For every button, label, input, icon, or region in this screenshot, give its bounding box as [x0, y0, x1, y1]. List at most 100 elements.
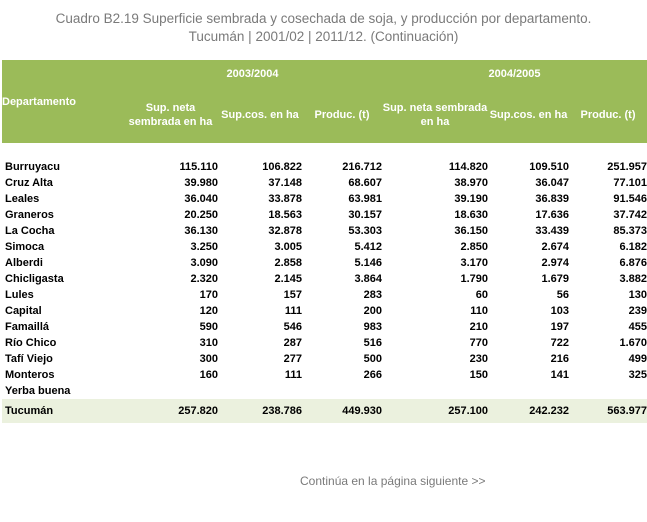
value-cell: 6.876	[619, 257, 647, 269]
value-cell: 2.145	[274, 273, 302, 285]
value-cell: 110	[470, 305, 489, 317]
value-cell: 3.090	[190, 257, 218, 269]
value-cell: 216.712	[342, 161, 383, 173]
value-cell: 251.957	[607, 161, 647, 173]
department-column-header: Departamento	[2, 95, 76, 108]
department-name: Lules	[5, 289, 34, 301]
value-cell: 200	[363, 305, 383, 317]
value-cell: 590	[199, 321, 218, 333]
value-cell: 68.607	[348, 177, 383, 189]
value-cell: 39.980	[184, 177, 218, 189]
value-cell: 1.790	[460, 273, 489, 285]
period-header-2004-2005: 2004/2005	[488, 67, 541, 80]
value-cell: 53.303	[348, 225, 383, 237]
value-cell: 85.373	[613, 225, 647, 237]
soy-production-table: Departamento 2003/2004 2004/2005 Sup. ne…	[2, 60, 647, 423]
value-cell: 230	[469, 353, 489, 365]
table-row: Alberdi 3.090 2.858 5.146 3.170 2.974 6.876	[2, 255, 647, 271]
value-cell	[382, 383, 488, 399]
value-cell: 310	[199, 337, 218, 349]
department-name: Alberdi	[5, 257, 43, 269]
value-cell: 197	[550, 321, 570, 333]
department-name: Leales	[5, 193, 40, 205]
value-cell: 91.546	[613, 193, 647, 205]
department-name: Chicligasta	[5, 273, 64, 285]
value-cell: 3.005	[274, 241, 302, 253]
value-cell: 3.882	[619, 273, 647, 285]
department-name: Tafí Viejo	[5, 353, 53, 365]
value-cell: 106.822	[262, 161, 302, 173]
value-cell: 36.047	[535, 177, 570, 189]
department-name: Yerba buena	[5, 385, 71, 397]
value-cell: 36.839	[535, 193, 570, 205]
value-cell: 36.150	[454, 225, 489, 237]
spacer-row	[2, 143, 647, 159]
table-row: Capital 120 111 200 110 103 239	[2, 303, 647, 319]
table-row: Cruz Alta 39.980 37.148 68.607 38.970 36.047 7…	[2, 175, 647, 191]
value-cell: 563.977	[569, 399, 647, 423]
value-cell: 455	[628, 321, 647, 333]
value-cell: 300	[199, 353, 218, 365]
value-cell: 17.636	[535, 209, 570, 221]
value-cell: 111	[284, 369, 302, 381]
value-cell: 722	[550, 337, 570, 349]
table-row: Tafí Viejo 300 277 500 230 216 499	[2, 351, 647, 367]
department-name: Famaillá	[5, 321, 50, 333]
value-cell: 277	[283, 353, 302, 365]
value-cell: 60	[475, 289, 489, 301]
col-header-sup-cos: Sup.cos. en ha	[489, 109, 568, 121]
col-header-sup-neta: Sup. neta sembrada en ha	[128, 102, 213, 128]
col-header-produc: Produc. (t)	[580, 109, 636, 121]
value-cell: 33.878	[268, 193, 302, 205]
value-cell: 115.110	[179, 161, 218, 173]
table-row: Yerba buena	[2, 383, 647, 399]
table-row: Leales 36.040 33.878 63.981 39.190 36.839 91.5…	[2, 191, 647, 207]
value-cell: 3.250	[190, 241, 218, 253]
value-cell: 500	[363, 353, 383, 365]
department-name: Tucumán	[2, 399, 123, 423]
value-cell: 2.858	[274, 257, 302, 269]
value-cell: 103	[550, 305, 570, 317]
value-cell: 1.670	[619, 337, 647, 349]
table-row: Río Chico 310 287 516 770 722 1.670	[2, 335, 647, 351]
value-cell: 546	[283, 321, 302, 333]
value-cell: 499	[628, 353, 647, 365]
value-cell	[218, 383, 302, 399]
department-name: Capital	[5, 305, 42, 317]
value-cell	[123, 383, 218, 399]
value-cell: 449.930	[302, 399, 383, 423]
value-cell: 266	[363, 369, 383, 381]
table-row: Chicligasta 2.320 2.145 3.864 1.790 1.679 3.88…	[2, 271, 647, 287]
department-name: Graneros	[5, 209, 54, 221]
value-cell	[569, 383, 647, 399]
table-row: La Cocha 36.130 32.878 53.303 36.150 33.439 85…	[2, 223, 647, 239]
table-row: Monteros 160 111 266 150 141 325	[2, 367, 647, 383]
value-cell: 5.146	[354, 257, 383, 269]
department-name: Río Chico	[5, 337, 57, 349]
col-header-produc: Produc. (t)	[314, 109, 370, 121]
value-cell: 37.742	[613, 209, 647, 221]
value-cell: 56	[556, 289, 570, 301]
value-cell: 20.250	[184, 209, 218, 221]
department-name: Burruyacu	[5, 161, 61, 173]
value-cell: 18.563	[268, 209, 302, 221]
value-cell: 114.820	[448, 161, 489, 173]
value-cell: 257.820	[123, 399, 218, 423]
col-header-sup-neta: Sup. neta sembrada en ha	[382, 102, 488, 128]
value-cell: 283	[363, 289, 383, 301]
title-line-2: Tucumán | 2001/02 | 2011/12. (Continuaci…	[188, 29, 459, 44]
table-row: Burruyacu 115.110 106.822 216.712 114.820 109…	[2, 159, 647, 175]
value-cell: 141	[550, 369, 570, 381]
table-title: Cuadro B2.19 Superficie sembrada y cosec…	[0, 10, 647, 46]
value-cell: 242.232	[488, 399, 570, 423]
total-row: Tucumán 257.820 238.786 449.930 257.100 242.2…	[2, 399, 647, 423]
value-cell: 109.510	[529, 161, 570, 173]
value-cell: 516	[363, 337, 383, 349]
department-name: Simoca	[5, 241, 45, 253]
value-cell: 36.040	[184, 193, 218, 205]
value-cell	[488, 383, 569, 399]
period-header-2003-2004: 2003/2004	[226, 67, 279, 80]
table-row: Simoca 3.250 3.005 5.412 2.850 2.674 6.182	[2, 239, 647, 255]
col-header-sup-cos: Sup.cos. en ha	[221, 109, 299, 121]
value-cell: 2.850	[460, 241, 489, 253]
